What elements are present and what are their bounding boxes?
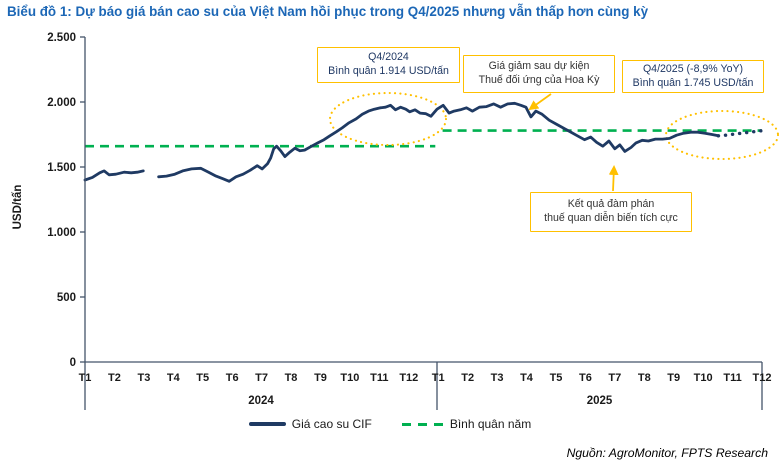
legend-item-average: Bình quân năm: [401, 417, 532, 431]
annotation-q4-2025: Q4/2025 (-8,9% YoY) Bình quân 1.745 USD/…: [622, 60, 764, 93]
annotation-tariff-event-line1: Giá giảm sau dự kiện: [488, 60, 590, 73]
x-month-label: T12: [753, 372, 772, 384]
chart-legend: Giá cao su CIF Bình quân năm: [0, 417, 780, 431]
y-tick-label: 1.000: [47, 227, 76, 239]
y-tick-label: 1.500: [47, 162, 76, 174]
annotation-negotiation-line2: thuế quan diễn biến tích cực: [544, 212, 678, 224]
cif-line-swatch: [248, 422, 286, 426]
x-month-label: T11: [370, 372, 388, 384]
tariff-event-arrow: [528, 93, 552, 111]
cif-forecast-dotted-line: [716, 128, 767, 138]
x-month-label: T10: [340, 372, 359, 384]
y-tick-label: 500: [57, 292, 76, 304]
annotation-q4-2024: Q4/2024 Bình quân 1.914 USD/tấn: [317, 47, 460, 83]
legend-label-average: Bình quân năm: [449, 417, 532, 431]
annotation-q4-2024-line1: Q4/2024: [368, 51, 409, 64]
x-month-label: T2: [108, 372, 121, 384]
x-month-label: T4: [167, 372, 181, 384]
annotation-tariff-event-line2: Thuế đối ứng của Hoa Kỳ: [478, 74, 600, 86]
average-line-swatch: [401, 422, 444, 426]
x-month-label: T1: [432, 372, 445, 384]
x-month-label: T5: [550, 372, 563, 384]
chart-title: Biểu đồ 1: Dự báo giá bán cao su của Việ…: [7, 4, 649, 19]
q4-2025-highlight-ellipse: [664, 109, 780, 161]
x-month-label: T7: [608, 372, 621, 384]
negotiation-arrow: [608, 165, 619, 192]
x-month-label: T3: [137, 372, 150, 384]
x-month-label: T1: [79, 372, 92, 384]
year-label-2024: 2024: [248, 395, 274, 407]
x-month-label: T2: [461, 372, 474, 384]
legend-label-cif: Giá cao su CIF: [291, 417, 372, 431]
x-month-label: T8: [638, 372, 651, 384]
cif-price-line: [83, 169, 145, 182]
year-label-2025: 2025: [587, 395, 613, 407]
x-month-label: T8: [285, 372, 298, 384]
q4-2024-highlight-ellipse: [328, 91, 448, 147]
y-tick-label: 2.000: [47, 97, 76, 109]
cif-price-line: [157, 101, 720, 183]
x-month-label: T9: [667, 372, 680, 384]
x-month-label: T3: [491, 372, 504, 384]
legend-item-cif: Giá cao su CIF: [248, 417, 372, 431]
x-month-label: T5: [196, 372, 209, 384]
x-month-label: T6: [226, 372, 239, 384]
x-month-label: T11: [723, 372, 741, 384]
annotation-tariff-event: Giá giảm sau dự kiện Thuế đối ứng của Ho…: [463, 55, 615, 93]
y-tick-label: 0: [70, 357, 76, 369]
x-month-label: T10: [694, 372, 713, 384]
x-month-label: T7: [255, 372, 268, 384]
annotation-q4-2025-line2: Bình quân 1.745 USD/tấn: [632, 76, 754, 89]
x-month-label: T12: [399, 372, 418, 384]
annotation-negotiation: Kết quả đàm phán thuế quan diễn biến tíc…: [530, 192, 692, 232]
annotation-q4-2024-line2: Bình quân 1.914 USD/tấn: [328, 65, 449, 77]
annotation-negotiation-line1: Kết quả đàm phán: [567, 198, 655, 211]
x-month-label: T4: [520, 372, 534, 384]
source-note: Nguồn: AgroMonitor, FPTS Research: [566, 446, 768, 460]
x-month-label: T6: [579, 372, 592, 384]
annotation-q4-2025-line1: Q4/2025 (-8,9% YoY): [642, 62, 744, 75]
y-tick-label: 2.500: [47, 32, 76, 44]
x-month-label: T9: [314, 372, 327, 384]
